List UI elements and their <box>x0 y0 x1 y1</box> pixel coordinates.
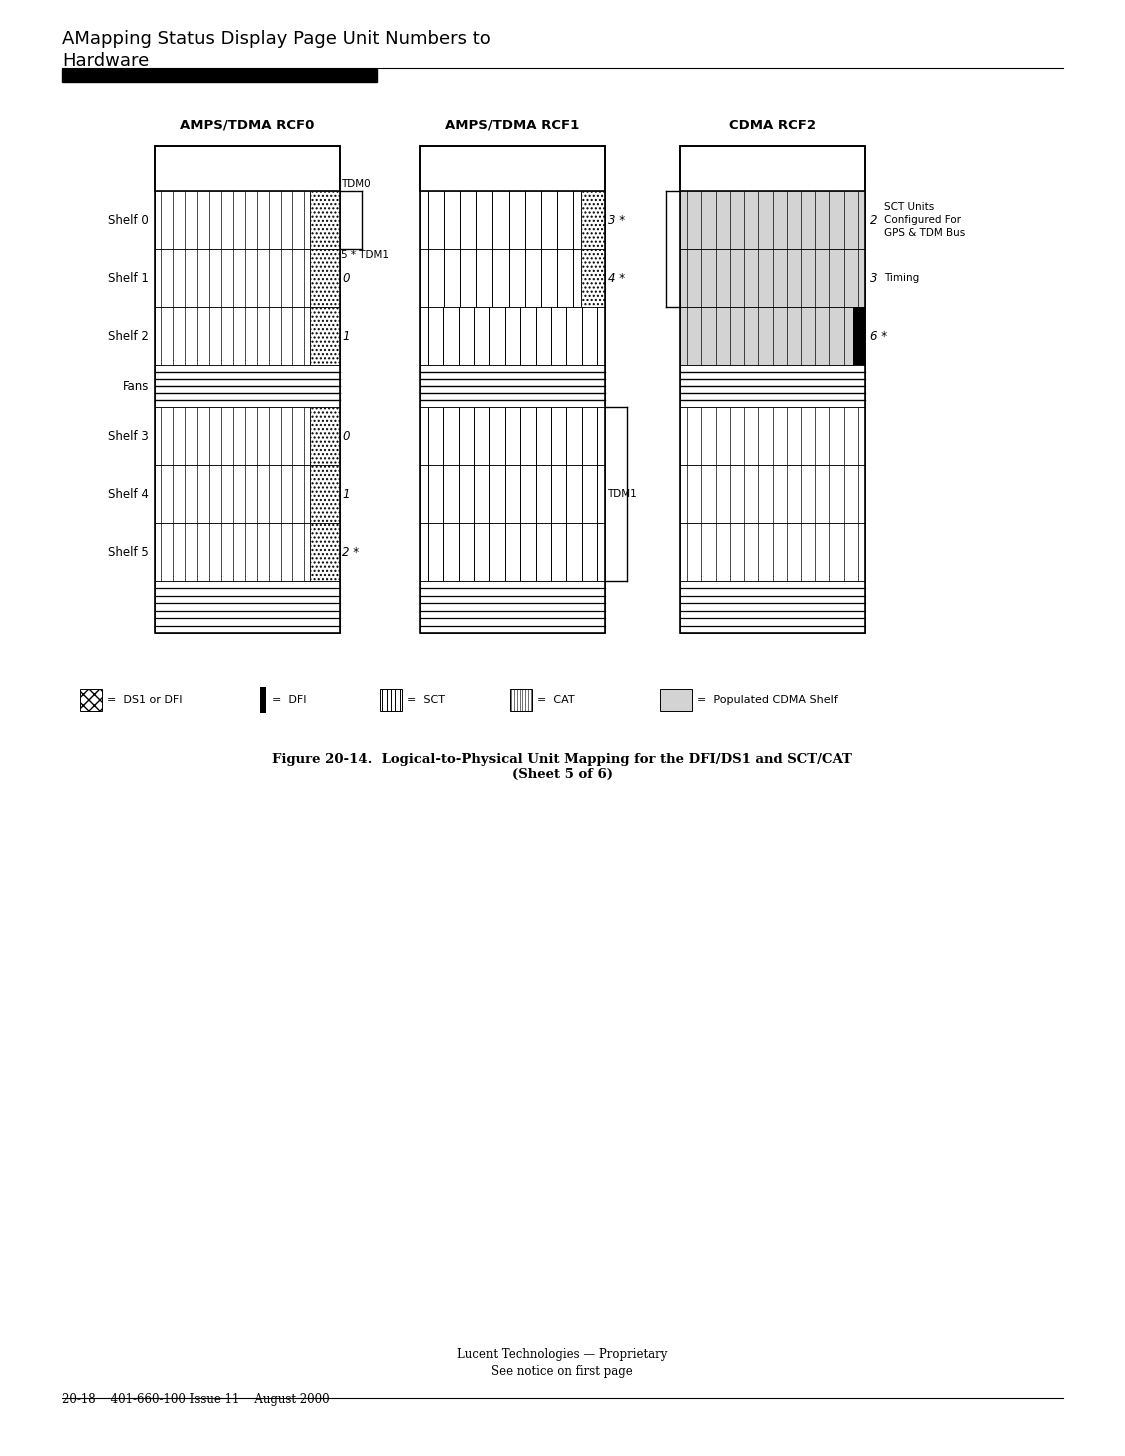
Bar <box>155 146 340 633</box>
Bar <box>680 146 865 633</box>
Text: =  DS1 or DFI: = DS1 or DFI <box>107 695 182 705</box>
Text: 1: 1 <box>342 488 350 501</box>
Text: Fans: Fans <box>123 380 148 393</box>
Bar <box>155 464 310 523</box>
Text: SCT Units
Configured For
GPS & TDM Bus: SCT Units Configured For GPS & TDM Bus <box>884 202 965 239</box>
Text: 2 *: 2 * <box>342 546 359 559</box>
Bar <box>310 408 340 464</box>
Bar <box>420 365 605 408</box>
Text: Figure 20-14.  Logical-to-Physical Unit Mapping for the DFI/DS1 and SCT/CAT: Figure 20-14. Logical-to-Physical Unit M… <box>272 753 852 766</box>
Text: 20-18    401-660-100 Issue 11    August 2000: 20-18 401-660-100 Issue 11 August 2000 <box>62 1393 330 1406</box>
Bar <box>260 687 266 713</box>
Text: Hardware: Hardware <box>62 52 150 70</box>
Text: TDM1: TDM1 <box>608 489 637 499</box>
Bar <box>420 307 605 365</box>
Bar <box>680 191 865 249</box>
Text: AMPS/TDMA RCF1: AMPS/TDMA RCF1 <box>446 119 579 132</box>
Text: Shelf 2: Shelf 2 <box>108 329 148 342</box>
Bar <box>853 307 865 365</box>
Text: 1: 1 <box>342 329 350 342</box>
Bar <box>380 689 402 711</box>
Bar <box>420 408 605 464</box>
Bar <box>80 689 102 711</box>
Text: 4 *: 4 * <box>608 271 626 284</box>
Text: 2: 2 <box>870 214 878 227</box>
Bar <box>660 689 692 711</box>
Bar <box>62 68 377 82</box>
Text: Shelf 3: Shelf 3 <box>108 430 148 443</box>
Text: Timing: Timing <box>884 272 919 282</box>
Bar <box>680 307 865 365</box>
Bar <box>155 408 310 464</box>
Text: Shelf 1: Shelf 1 <box>108 271 148 284</box>
Bar <box>420 146 605 191</box>
Text: 5 * TDM1: 5 * TDM1 <box>341 250 389 261</box>
Text: (Sheet 5 of 6): (Sheet 5 of 6) <box>512 767 612 780</box>
Bar <box>580 191 605 249</box>
Bar <box>680 249 865 307</box>
Bar <box>680 408 865 464</box>
Bar <box>510 689 532 711</box>
Bar <box>680 581 865 633</box>
Bar <box>155 365 340 408</box>
Bar <box>420 146 605 633</box>
Text: 0: 0 <box>342 271 350 284</box>
Bar <box>310 464 340 523</box>
Bar <box>580 249 605 307</box>
Text: 3 *: 3 * <box>608 214 626 227</box>
Bar <box>420 249 580 307</box>
Text: =  DFI: = DFI <box>272 695 306 705</box>
Bar <box>420 581 605 633</box>
Bar <box>310 307 340 365</box>
Bar <box>420 464 605 523</box>
Bar <box>155 581 340 633</box>
Bar <box>680 464 865 523</box>
Bar <box>420 191 580 249</box>
Text: Shelf 0: Shelf 0 <box>108 214 148 227</box>
Text: =  Populated CDMA Shelf: = Populated CDMA Shelf <box>698 695 838 705</box>
Bar <box>680 365 865 408</box>
Text: 0: 0 <box>342 430 350 443</box>
Text: Lucent Technologies — Proprietary: Lucent Technologies — Proprietary <box>457 1348 667 1361</box>
Text: 6 *: 6 * <box>870 329 888 342</box>
Text: =  SCT: = SCT <box>407 695 446 705</box>
Text: Shelf 4: Shelf 4 <box>108 488 148 501</box>
Text: =  CAT: = CAT <box>537 695 575 705</box>
Bar <box>155 191 310 249</box>
Bar <box>680 523 865 581</box>
Bar <box>680 146 865 191</box>
Bar <box>155 249 310 307</box>
Text: See notice on first page: See notice on first page <box>492 1366 633 1377</box>
Bar <box>155 307 310 365</box>
Text: TDM0: TDM0 <box>341 179 370 189</box>
Bar <box>310 249 340 307</box>
Text: 3: 3 <box>870 271 878 284</box>
Text: AMapping Status Display Page Unit Numbers to: AMapping Status Display Page Unit Number… <box>62 31 490 48</box>
Text: CDMA RCF2: CDMA RCF2 <box>729 119 816 132</box>
Bar <box>155 146 340 191</box>
Bar <box>420 523 605 581</box>
Bar <box>310 191 340 249</box>
Bar <box>155 523 310 581</box>
Bar <box>310 523 340 581</box>
Text: Shelf 5: Shelf 5 <box>108 546 148 559</box>
Text: AMPS/TDMA RCF0: AMPS/TDMA RCF0 <box>180 119 315 132</box>
